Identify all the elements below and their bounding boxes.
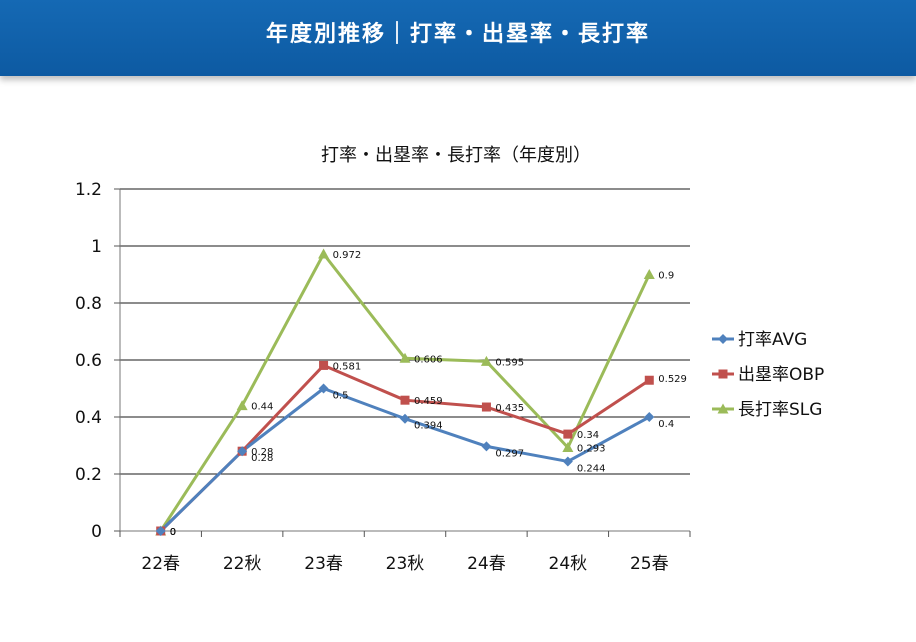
data-labels: 00.280.50.3940.2970.2440.400.280.5810.45… bbox=[170, 250, 687, 538]
legend-label: 出塁率OBP bbox=[738, 365, 824, 385]
data-point-diamond bbox=[481, 441, 492, 452]
chart-legend: 打率AVG 出塁率OBP 長打率SLG bbox=[712, 330, 824, 420]
x-tick-label: 25春 bbox=[630, 554, 669, 574]
y-axis-ticks: 0 0.2 0.4 0.6 0.8 1 1.2 bbox=[75, 180, 120, 542]
y-tick-label: 0.6 bbox=[75, 351, 102, 371]
data-point-square bbox=[400, 395, 410, 405]
data-label: 0.606 bbox=[414, 354, 443, 365]
data-label: 0.435 bbox=[495, 403, 524, 414]
data-label: 0.28 bbox=[251, 447, 273, 458]
data-point-triangle bbox=[480, 355, 492, 366]
y-tick-label: 0.8 bbox=[75, 294, 102, 314]
x-tick-label: 22秋 bbox=[223, 554, 262, 574]
x-tick-label: 24春 bbox=[467, 554, 506, 574]
data-label: 0.244 bbox=[577, 463, 606, 474]
data-point-square bbox=[718, 369, 728, 379]
data-point-triangle bbox=[318, 248, 330, 259]
legend-label: 打率AVG bbox=[738, 330, 807, 350]
data-point-diamond bbox=[562, 456, 573, 467]
data-point-triangle bbox=[643, 269, 655, 279]
data-label: 0.972 bbox=[333, 250, 362, 261]
data-point-square bbox=[563, 429, 573, 439]
data-point-diamond bbox=[155, 526, 166, 536]
chart-grid bbox=[120, 188, 690, 475]
data-point-diamond bbox=[237, 446, 248, 457]
data-label: 0.595 bbox=[495, 357, 524, 368]
data-label: 0 bbox=[170, 527, 176, 538]
data-label: 0.5 bbox=[333, 391, 349, 402]
data-point-triangle bbox=[717, 403, 729, 414]
y-tick-label: 0.2 bbox=[75, 465, 102, 485]
legend-label: 長打率SLG bbox=[738, 400, 822, 420]
x-tick-label: 24秋 bbox=[549, 554, 588, 574]
data-point-square bbox=[319, 360, 329, 370]
chart-title: 打率・出塁率・長打率（年度別） bbox=[321, 145, 591, 166]
y-tick-label: 0 bbox=[91, 522, 102, 542]
data-point-triangle bbox=[562, 441, 574, 452]
data-label: 0 bbox=[170, 527, 176, 538]
data-label: 0.581 bbox=[333, 361, 362, 372]
data-label: 0.28 bbox=[251, 453, 273, 464]
data-point-diamond bbox=[718, 334, 728, 344]
x-tick-label: 22春 bbox=[141, 554, 180, 574]
data-label: 0.293 bbox=[577, 443, 606, 454]
x-tick-label: 23春 bbox=[304, 554, 343, 574]
data-point-square bbox=[481, 402, 491, 412]
page-title: 年度別推移｜打率・出塁率・長打率 bbox=[265, 22, 650, 47]
data-point-diamond bbox=[644, 412, 655, 422]
data-label: 0.4 bbox=[658, 419, 674, 430]
data-label: 0.459 bbox=[414, 396, 443, 407]
data-label: 0.9 bbox=[658, 271, 674, 282]
y-tick-label: 1 bbox=[91, 237, 102, 257]
series-lines bbox=[159, 252, 651, 533]
data-label: 0.297 bbox=[495, 448, 524, 459]
header-banner: 年度別推移｜打率・出塁率・長打率 bbox=[0, 0, 916, 76]
y-tick-label: 1.2 bbox=[75, 180, 102, 200]
series-line bbox=[159, 387, 651, 533]
y-tick-label: 0.4 bbox=[75, 408, 102, 428]
data-label: 0.34 bbox=[577, 430, 599, 441]
data-point-triangle bbox=[236, 400, 248, 411]
data-label: 0 bbox=[170, 527, 176, 538]
x-tick-label: 23秋 bbox=[386, 554, 425, 574]
data-point-diamond bbox=[400, 413, 410, 424]
data-label: 0.394 bbox=[414, 421, 443, 432]
data-point-triangle bbox=[399, 352, 411, 363]
data-label: 0.529 bbox=[658, 374, 687, 385]
data-point-diamond bbox=[318, 383, 329, 394]
series-line bbox=[159, 252, 651, 532]
series-markers bbox=[155, 248, 655, 536]
data-label: 0.44 bbox=[251, 402, 273, 413]
data-point-square bbox=[644, 375, 654, 385]
x-axis-ticks: 22春 22秋 23春 23秋 24春 24秋 25春 bbox=[119, 531, 691, 574]
